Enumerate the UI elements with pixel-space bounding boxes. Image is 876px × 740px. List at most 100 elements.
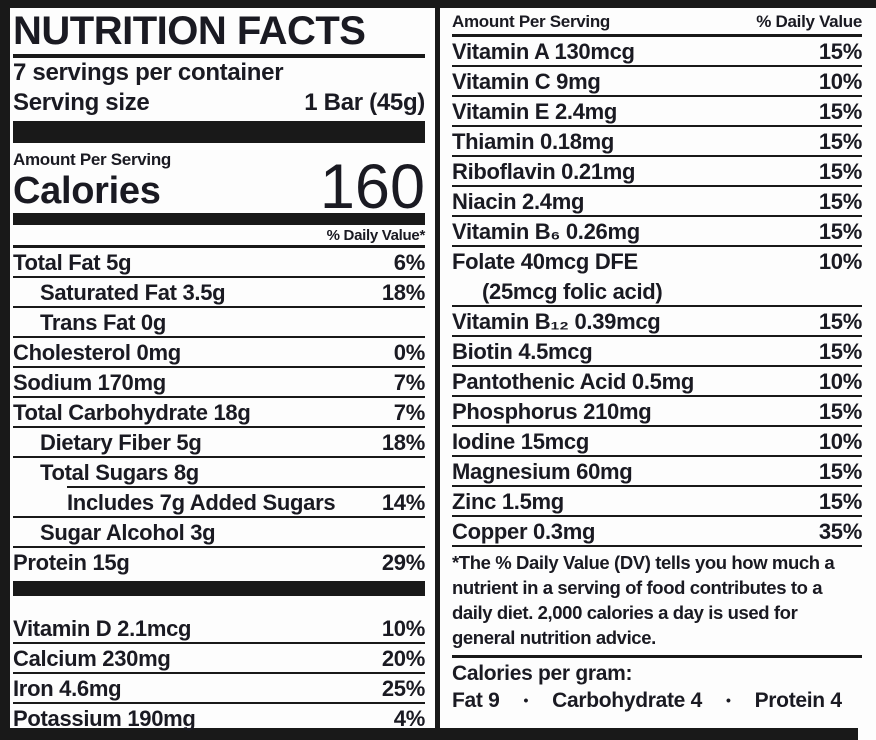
daily-value-footnote: *The % Daily Value (DV) tells you how mu… [452, 552, 835, 648]
row-rule [13, 275, 425, 278]
mineral-row: Vitamin D 2.1mcg 10% [13, 614, 425, 644]
nutrient-daily-value: 29% [381, 550, 425, 575]
nutrient-daily-value: 18% [381, 280, 425, 305]
nutrient-name: Trans Fat 0g [40, 310, 166, 335]
nutrient-name: Vitamin B₆ 0.26mg [452, 219, 640, 244]
nutrient-daily-value: 0% [393, 340, 426, 365]
calories-row: Calories 160 [13, 156, 425, 219]
nutrient-daily-value: 15% [818, 99, 862, 124]
nutrient-daily-value: 10% [818, 249, 862, 274]
nutrient-daily-value: 15% [818, 189, 862, 214]
row-rule [452, 454, 862, 457]
nutrient-name: Sugar Alcohol 3g [40, 520, 216, 545]
nutrient-row: Sugar Alcohol 3g [13, 518, 425, 548]
daily-value-header: % Daily Value* [326, 227, 426, 244]
row-rule [13, 515, 425, 518]
nutrient-daily-value: 15% [818, 309, 862, 334]
nutrient-daily-value: 15% [818, 339, 862, 364]
nutrient-daily-value: 7% [393, 370, 426, 395]
row-rule [13, 335, 425, 338]
nutrient-rows: Total Fat 5g 6% Saturated Fat 3.5g 18% Trans… [13, 248, 425, 578]
vitamin-row: Copper 0.3mg 35% [452, 517, 862, 547]
bullet-separator: • [523, 692, 529, 708]
calories-per-gram-values: Fat 9 • Carbohydrate 4 • Protein 4 [452, 687, 862, 714]
right-column: Amount Per Serving % Daily Value Vitamin… [452, 10, 862, 714]
vitamin-row: Phosphorus 210mg 15% [452, 397, 862, 427]
nutrient-name: Vitamin E 2.4mg [452, 99, 618, 124]
nutrient-name: Vitamin A 130mcg [452, 39, 635, 64]
vitamin-row: Vitamin B₁₂ 0.39mcg 15% [452, 307, 862, 337]
serving-size-value: 1 Bar (45g) [304, 89, 425, 116]
nutrient-name: Total Fat 5g [13, 250, 132, 275]
nutrient-name: Copper 0.3mg [452, 519, 596, 544]
nutrient-name: Iodine 15mcg [452, 429, 589, 454]
nutrient-name: Vitamin C 9mg [452, 69, 601, 94]
calories-value: 160 [319, 152, 425, 222]
calories-per-gram-item: Protein 4 [754, 689, 842, 712]
separator-bar-medium [13, 213, 425, 225]
nutrient-row: Total Sugars 8g [13, 458, 425, 488]
daily-value-rule [13, 245, 425, 248]
nutrient-row: Cholesterol 0mg 0% [13, 338, 425, 368]
nutrient-daily-value: 14% [381, 490, 425, 515]
calories-per-gram-label: Calories per gram: [452, 662, 633, 685]
vitamin-row: Magnesium 60mg 15% [452, 457, 862, 487]
nutrient-daily-value: 35% [818, 519, 862, 544]
nutrient-name: Sodium 170mg [13, 370, 166, 395]
serving-size-row: Serving size 1 Bar (45g) [13, 88, 425, 118]
right-daily-value-header: % Daily Value [756, 12, 862, 31]
vitamin-row: Vitamin A 130mcg 15% [452, 37, 862, 67]
vitamin-row: Biotin 4.5mcg 15% [452, 337, 862, 367]
row-rule [452, 484, 862, 487]
row-rule [452, 64, 862, 67]
mineral-row: Iron 4.6mg 25% [13, 674, 425, 704]
row-rule [452, 244, 862, 247]
row-rule [67, 485, 425, 488]
vitamin-row: Pantothenic Acid 0.5mg 10% [452, 367, 862, 397]
nutrient-daily-value: 15% [818, 159, 862, 184]
nutrient-row: Saturated Fat 3.5g 18% [13, 278, 425, 308]
nutrient-daily-value: 7% [393, 400, 426, 425]
nutrient-row: Includes 7g Added Sugars 14% [13, 488, 425, 518]
row-rule [452, 364, 862, 367]
nutrient-name: Iron 4.6mg [13, 676, 122, 701]
nutrient-daily-value: 15% [818, 459, 862, 484]
nutrient-daily-value: 15% [818, 129, 862, 154]
calories-per-gram-item: Carbohydrate 4 [552, 689, 702, 712]
vitamin-row: Vitamin B₆ 0.26mg 15% [452, 217, 862, 247]
nutrient-row: Trans Fat 0g [13, 308, 425, 338]
nutrient-daily-value: 18% [381, 430, 425, 455]
separator-bar-thick [13, 121, 425, 143]
nutrient-row: Total Carbohydrate 18g 7% [13, 398, 425, 428]
top-border-bar [0, 0, 876, 8]
row-rule [13, 671, 425, 674]
bullet-separator: • [725, 692, 731, 708]
mineral-row: Potassium 190mg 4% [13, 704, 425, 734]
row-rule [452, 424, 862, 427]
nutrient-daily-value: 15% [818, 39, 862, 64]
nutrient-daily-value: 15% [818, 219, 862, 244]
row-rule [452, 94, 862, 97]
nutrient-daily-value: 10% [818, 69, 862, 94]
nutrient-row: Protein 15g 29% [13, 548, 425, 578]
separator-bar-protein [13, 581, 425, 596]
nutrient-name: Zinc 1.5mg [452, 489, 564, 514]
vitamin-row: Niacin 2.4mg 15% [452, 187, 862, 217]
bottom-border-bar [0, 728, 858, 740]
vitamin-row: Vitamin C 9mg 10% [452, 67, 862, 97]
vitamin-row: Riboflavin 0.21mg 15% [452, 157, 862, 187]
servings-per-container: 7 servings per container [13, 59, 284, 86]
nutrient-daily-value: 10% [818, 369, 862, 394]
row-rule [13, 305, 425, 308]
calories-per-gram-item: Fat 9 [452, 689, 500, 712]
column-divider [435, 8, 440, 730]
right-header-rule [452, 34, 862, 37]
nutrient-name: Calcium 230mg [13, 646, 171, 671]
nutrient-sub-line: (25mcg folic acid) [482, 279, 663, 304]
vitamin-row: Iodine 15mcg 10% [452, 427, 862, 457]
nutrient-daily-value: 10% [381, 616, 425, 641]
nutrient-name: Riboflavin 0.21mg [452, 159, 636, 184]
row-rule [452, 514, 862, 517]
mineral-rows: Vitamin D 2.1mcg 10% Calcium 230mg 20% Iron … [13, 614, 425, 734]
